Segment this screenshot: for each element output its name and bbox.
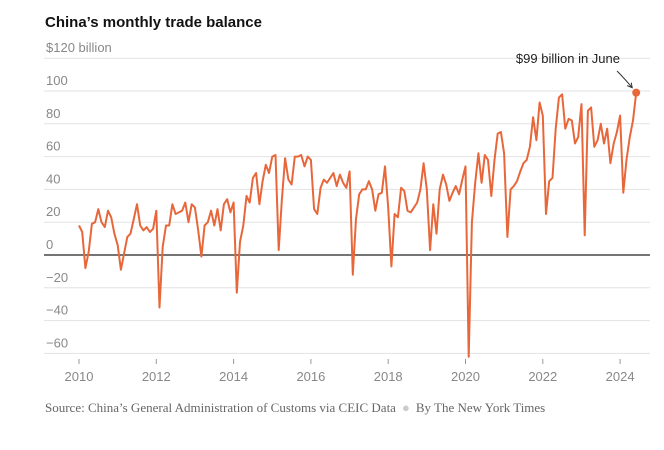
y-tick-label: 80: [46, 106, 60, 121]
y-tick-label: −20: [46, 270, 68, 285]
byline: By The New York Times: [415, 400, 546, 415]
arrowhead-icon: [627, 82, 633, 89]
y-tick-label: −60: [46, 335, 68, 350]
source-line: Source: China’s General Administration o…: [45, 400, 545, 416]
y-tick-label: 60: [46, 139, 60, 154]
x-tick-label: 2020: [451, 369, 480, 384]
y-tick-label: 20: [46, 204, 60, 219]
x-tick-label: 2018: [374, 369, 403, 384]
x-tick-label: 2012: [142, 369, 171, 384]
x-tick-label: 2010: [65, 369, 94, 384]
y-tick-label: $120 billion: [46, 40, 112, 55]
chart-title: China’s monthly trade balance: [45, 14, 262, 31]
x-tick-label: 2024: [606, 369, 635, 384]
y-tick-label: −40: [46, 303, 68, 318]
annotation-label: $99 billion in June: [516, 51, 620, 66]
y-tick-label: 40: [46, 171, 60, 186]
x-tick-label: 2014: [219, 369, 248, 384]
x-tick-label: 2022: [528, 369, 557, 384]
last-point-marker: [632, 88, 641, 97]
series-line: [78, 92, 638, 358]
y-tick-label: 100: [46, 73, 68, 88]
y-tick-label: 0: [46, 237, 53, 252]
separator-dot: ●: [401, 400, 410, 415]
annotation-arrow: [616, 70, 633, 88]
source-text: Source: China’s General Administration o…: [45, 400, 396, 415]
x-tick-label: 2016: [296, 369, 325, 384]
